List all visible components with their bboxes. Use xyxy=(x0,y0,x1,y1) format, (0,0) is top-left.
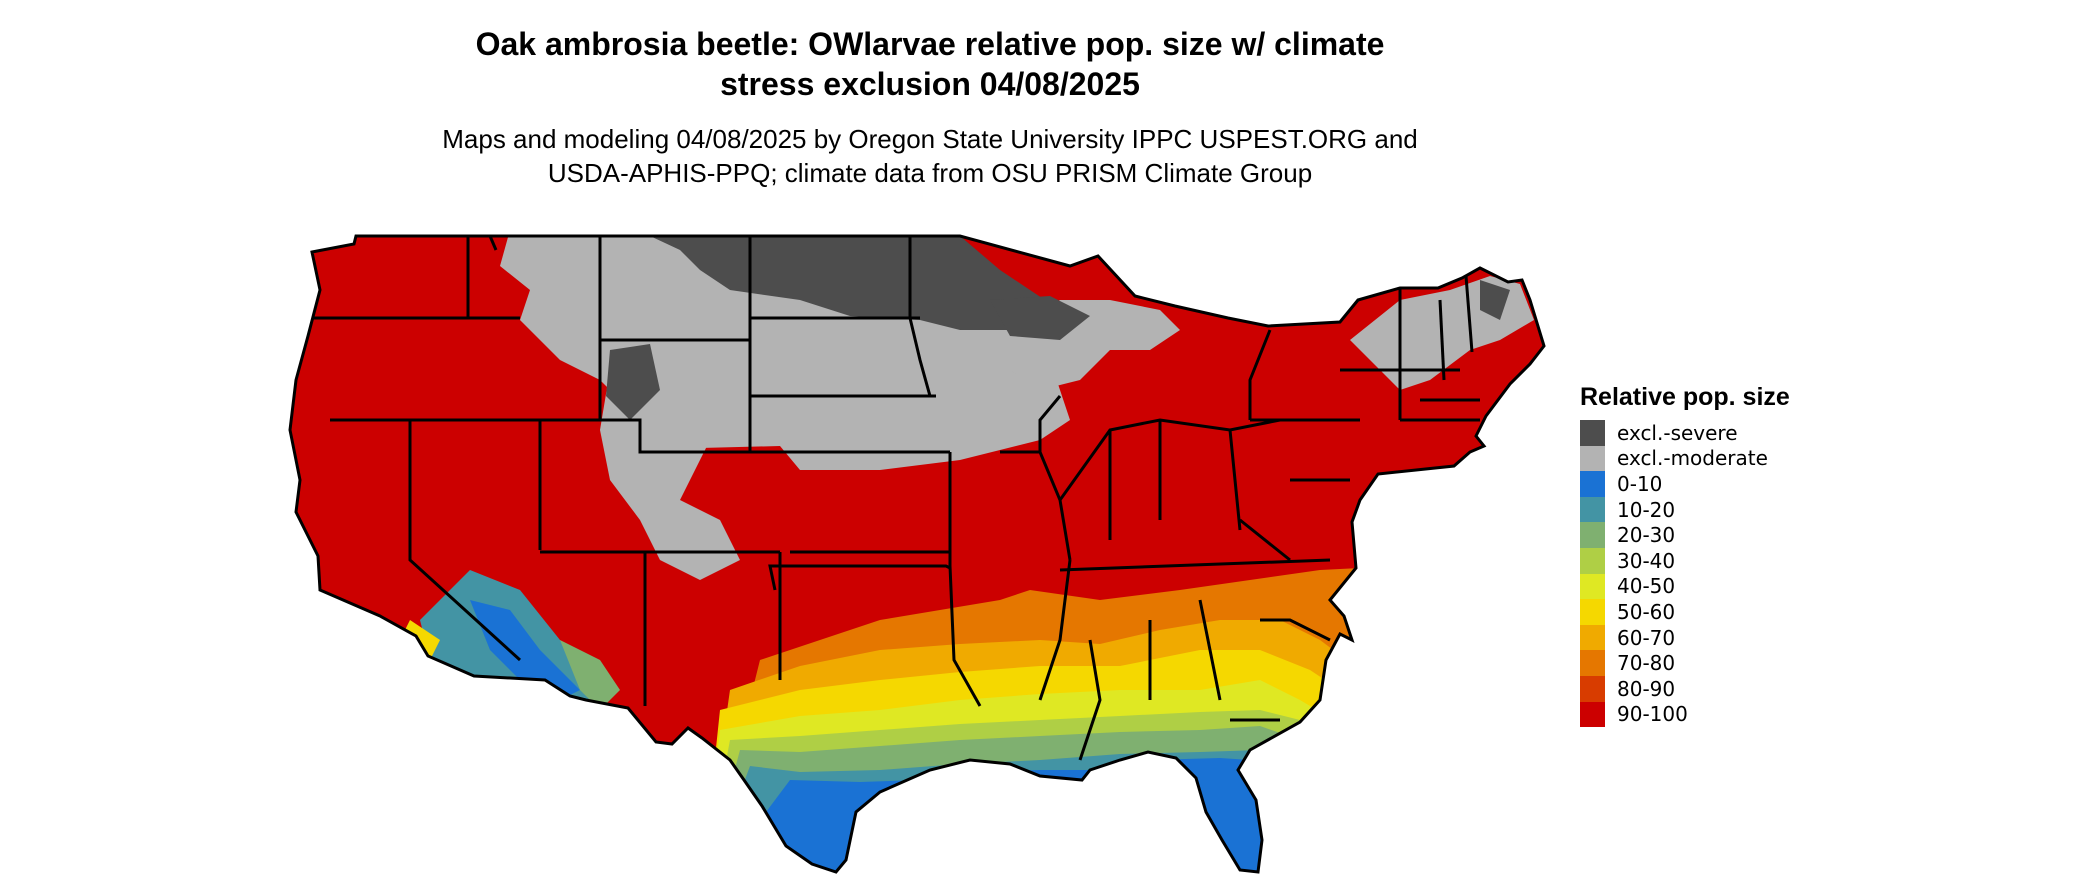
legend-item: 50-60 xyxy=(1580,599,1790,625)
legend-label: 80-90 xyxy=(1617,676,1676,701)
subtitle-line-2: USDA-APHIS-PPQ; climate data from OSU PR… xyxy=(547,158,1313,188)
legend-item: 30-40 xyxy=(1580,547,1790,574)
map-subtitle: Maps and modeling 04/08/2025 by Oregon S… xyxy=(300,122,1560,190)
legend-label: 90-100 xyxy=(1617,702,1688,727)
legend-label: 50-60 xyxy=(1617,599,1676,624)
legend: Relative pop. size excl.-severe excl.-mod… xyxy=(1580,382,1790,728)
title-line-2: stress exclusion 04/08/2025 xyxy=(720,66,1140,102)
legend-item: excl.-moderate xyxy=(1580,445,1790,472)
legend-label: 20-30 xyxy=(1617,523,1676,548)
legend-label: excl.-severe xyxy=(1617,420,1738,445)
title-line-1: Oak ambrosia beetle: OWlarvae relative p… xyxy=(475,26,1385,62)
legend-label: excl.-moderate xyxy=(1617,446,1768,471)
legend-item: 20-30 xyxy=(1580,522,1790,548)
subtitle-line-1: Maps and modeling 04/08/2025 by Oregon S… xyxy=(442,124,1418,154)
legend-swatch xyxy=(1580,624,1605,651)
legend-swatch xyxy=(1580,675,1605,702)
legend-swatch xyxy=(1580,471,1605,497)
legend-swatch xyxy=(1580,496,1605,523)
legend-label: 60-70 xyxy=(1617,625,1676,650)
map-fill-layer xyxy=(290,236,1544,872)
legend-item: 80-90 xyxy=(1580,675,1790,702)
legend-swatch xyxy=(1580,445,1605,472)
legend-label: 10-20 xyxy=(1617,497,1676,522)
legend-item: 40-50 xyxy=(1580,573,1790,600)
map-title: Oak ambrosia beetle: OWlarvae relative p… xyxy=(300,24,1560,104)
legend-label: 40-50 xyxy=(1617,574,1676,599)
state-boundaries xyxy=(288,234,1546,874)
legend-swatch xyxy=(1580,547,1605,574)
legend-swatch xyxy=(1580,599,1605,625)
legend-swatch xyxy=(1580,701,1605,728)
legend-label: 70-80 xyxy=(1617,651,1676,676)
legend-item: excl.-severe xyxy=(1580,420,1790,446)
us-map xyxy=(288,234,1546,874)
legend-label: 30-40 xyxy=(1617,548,1676,573)
legend-swatch xyxy=(1580,522,1605,548)
legend-items: excl.-severe excl.-moderate 0-10 10-20 20-30… xyxy=(1580,420,1790,728)
legend-swatch xyxy=(1580,420,1605,446)
legend-item: 70-80 xyxy=(1580,650,1790,676)
legend-item: 60-70 xyxy=(1580,624,1790,651)
legend-swatch xyxy=(1580,573,1605,600)
legend-item: 0-10 xyxy=(1580,471,1790,497)
legend-item: 90-100 xyxy=(1580,701,1790,728)
legend-label: 0-10 xyxy=(1617,471,1663,496)
legend-title: Relative pop. size xyxy=(1580,383,1790,411)
legend-item: 10-20 xyxy=(1580,496,1790,523)
legend-swatch xyxy=(1580,650,1605,676)
